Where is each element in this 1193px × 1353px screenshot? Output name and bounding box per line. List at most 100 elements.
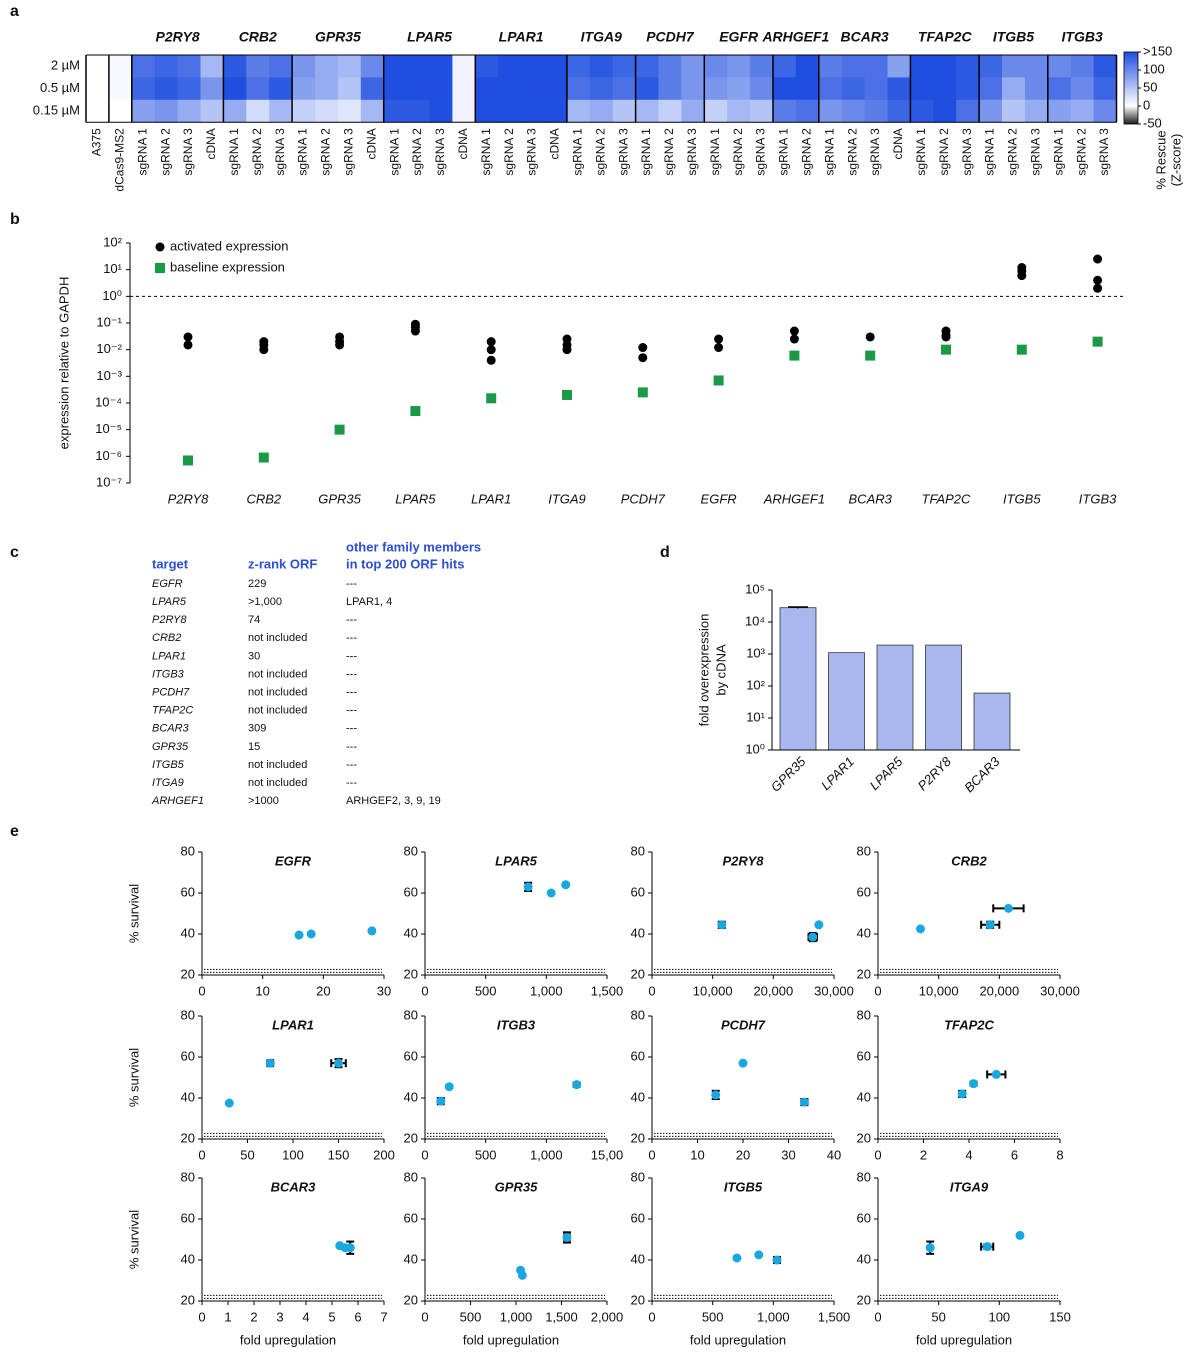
y-tick-label: 60 (181, 884, 195, 899)
heatmap-cell (1047, 55, 1072, 78)
table-cell: --- (346, 777, 357, 789)
table-cell: >1000 (248, 795, 279, 807)
y-tick-label: 10⁻⁴ (95, 394, 122, 409)
column-label: sgRNA 2 (593, 128, 607, 176)
y-tick-label: 10² (746, 677, 765, 692)
colorbar-tick-label: 50 (1143, 79, 1157, 94)
point (808, 932, 818, 942)
y-tick-label: 10⁻² (96, 341, 122, 356)
bar (779, 607, 817, 751)
x-tick-label: ITGB5 (1003, 491, 1041, 506)
heatmap-cell (589, 55, 614, 78)
heatmap-cell (108, 99, 133, 123)
heatmap-cell (131, 99, 156, 123)
heatmap-cell (406, 99, 430, 123)
x-tick-label: 1,500 (591, 983, 624, 998)
heatmap-cell (406, 77, 430, 101)
column-label: sgRNA 2 (250, 128, 264, 176)
heatmap-cell (154, 99, 178, 123)
heatmap-cell (452, 77, 476, 101)
square-point (1016, 344, 1027, 355)
table-header: other family members (346, 539, 481, 554)
heatmap-cell (658, 55, 682, 78)
point (711, 1090, 721, 1100)
point (957, 1089, 967, 1099)
x-tick-label: 500 (460, 1309, 482, 1324)
point (345, 1243, 355, 1253)
square-point (334, 424, 345, 435)
column-label: sgRNA 2 (319, 128, 333, 176)
heatmap-cell (727, 99, 751, 123)
column-label: sgRNA 2 (662, 128, 676, 176)
table-cell: ITGB3 (152, 668, 185, 680)
x-tick-label: ARHGEF1 (763, 491, 825, 506)
subplot-title: PCDH7 (721, 1017, 766, 1032)
colorbar-tick-label: -50 (1143, 115, 1162, 130)
point (523, 882, 533, 892)
y-tick-label: 40 (631, 1089, 645, 1104)
x-tick-label: 0 (421, 983, 428, 998)
x-tick-label: 50 (931, 1309, 945, 1324)
heatmap-cell (154, 55, 178, 78)
point (985, 920, 995, 930)
colorbar-tick-label: >150 (1143, 43, 1172, 58)
table-cell: ITGB5 (152, 759, 185, 771)
heatmap-cell (86, 77, 110, 101)
column-label: sgRNA 1 (296, 128, 310, 176)
table-cell: 309 (248, 723, 266, 735)
heatmap-cell (750, 77, 774, 101)
x-tick-label: 30,000 (1040, 983, 1080, 998)
subplot-title: TFAP2C (944, 1017, 994, 1032)
dot-point (486, 345, 496, 355)
table-header: target (152, 556, 189, 571)
heatmap-cell (727, 55, 751, 78)
heatmap-cell (773, 55, 797, 78)
y-tick-label: 10⁻⁶ (95, 448, 122, 463)
heatmap-cell (406, 55, 430, 78)
table-cell: --- (346, 759, 357, 771)
heatmap-cell (1070, 99, 1094, 123)
heatmap-cell (635, 55, 659, 78)
group-label: ARHGEF1 (761, 29, 829, 45)
heatmap-cell (337, 77, 362, 101)
subplot-title: LPAR1 (272, 1017, 314, 1032)
heatmap-cell (979, 77, 1003, 101)
table-cell: --- (346, 632, 357, 644)
table-cell: ARHGEF2, 3, 9, 19 (346, 795, 441, 807)
heatmap-cell (956, 99, 980, 123)
table-cell: --- (346, 668, 357, 680)
y-tick-label: 60 (181, 1210, 195, 1225)
x-tick-label: 30,000 (814, 983, 854, 998)
subplot-title: BCAR3 (271, 1179, 317, 1194)
heatmap-cell (154, 77, 178, 101)
heatmap-cell (269, 55, 293, 78)
y-tick-label: 60 (181, 1048, 195, 1063)
column-label: sgRNA 3 (342, 128, 356, 176)
y-tick-label: 10¹ (746, 709, 765, 724)
y-tick-label: 60 (404, 884, 418, 899)
heatmap-cell (1002, 55, 1026, 78)
x-tick-label: 6 (1011, 1147, 1018, 1162)
heatmap-cell (452, 99, 476, 123)
x-tick-label: 1,000 (530, 1147, 563, 1162)
x-tick-label: 3 (276, 1309, 283, 1324)
y-tick-label: 20 (404, 966, 418, 981)
heatmap-cell (864, 55, 888, 78)
table-cell: --- (346, 705, 357, 717)
column-label: sgRNA 1 (777, 128, 791, 176)
group-label: ITGA9 (581, 29, 622, 45)
heatmap-cell (200, 77, 224, 101)
column-label: sgRNA 2 (845, 128, 859, 176)
subplot-title: CRB2 (951, 853, 987, 868)
table-cell: ARHGEF1 (151, 795, 204, 807)
x-tick-label: 4 (965, 1147, 972, 1162)
row-label: 0.5 µM (40, 80, 80, 95)
group-label: TFAP2C (918, 29, 973, 45)
table-cell: PCDH7 (152, 687, 190, 699)
heatmap-cell (131, 77, 156, 101)
heatmap-cell (841, 77, 865, 101)
column-label: sgRNA 2 (937, 128, 951, 176)
table-cell: --- (346, 650, 357, 662)
heatmap-cell (818, 99, 843, 123)
column-label: sgRNA 2 (800, 128, 814, 176)
